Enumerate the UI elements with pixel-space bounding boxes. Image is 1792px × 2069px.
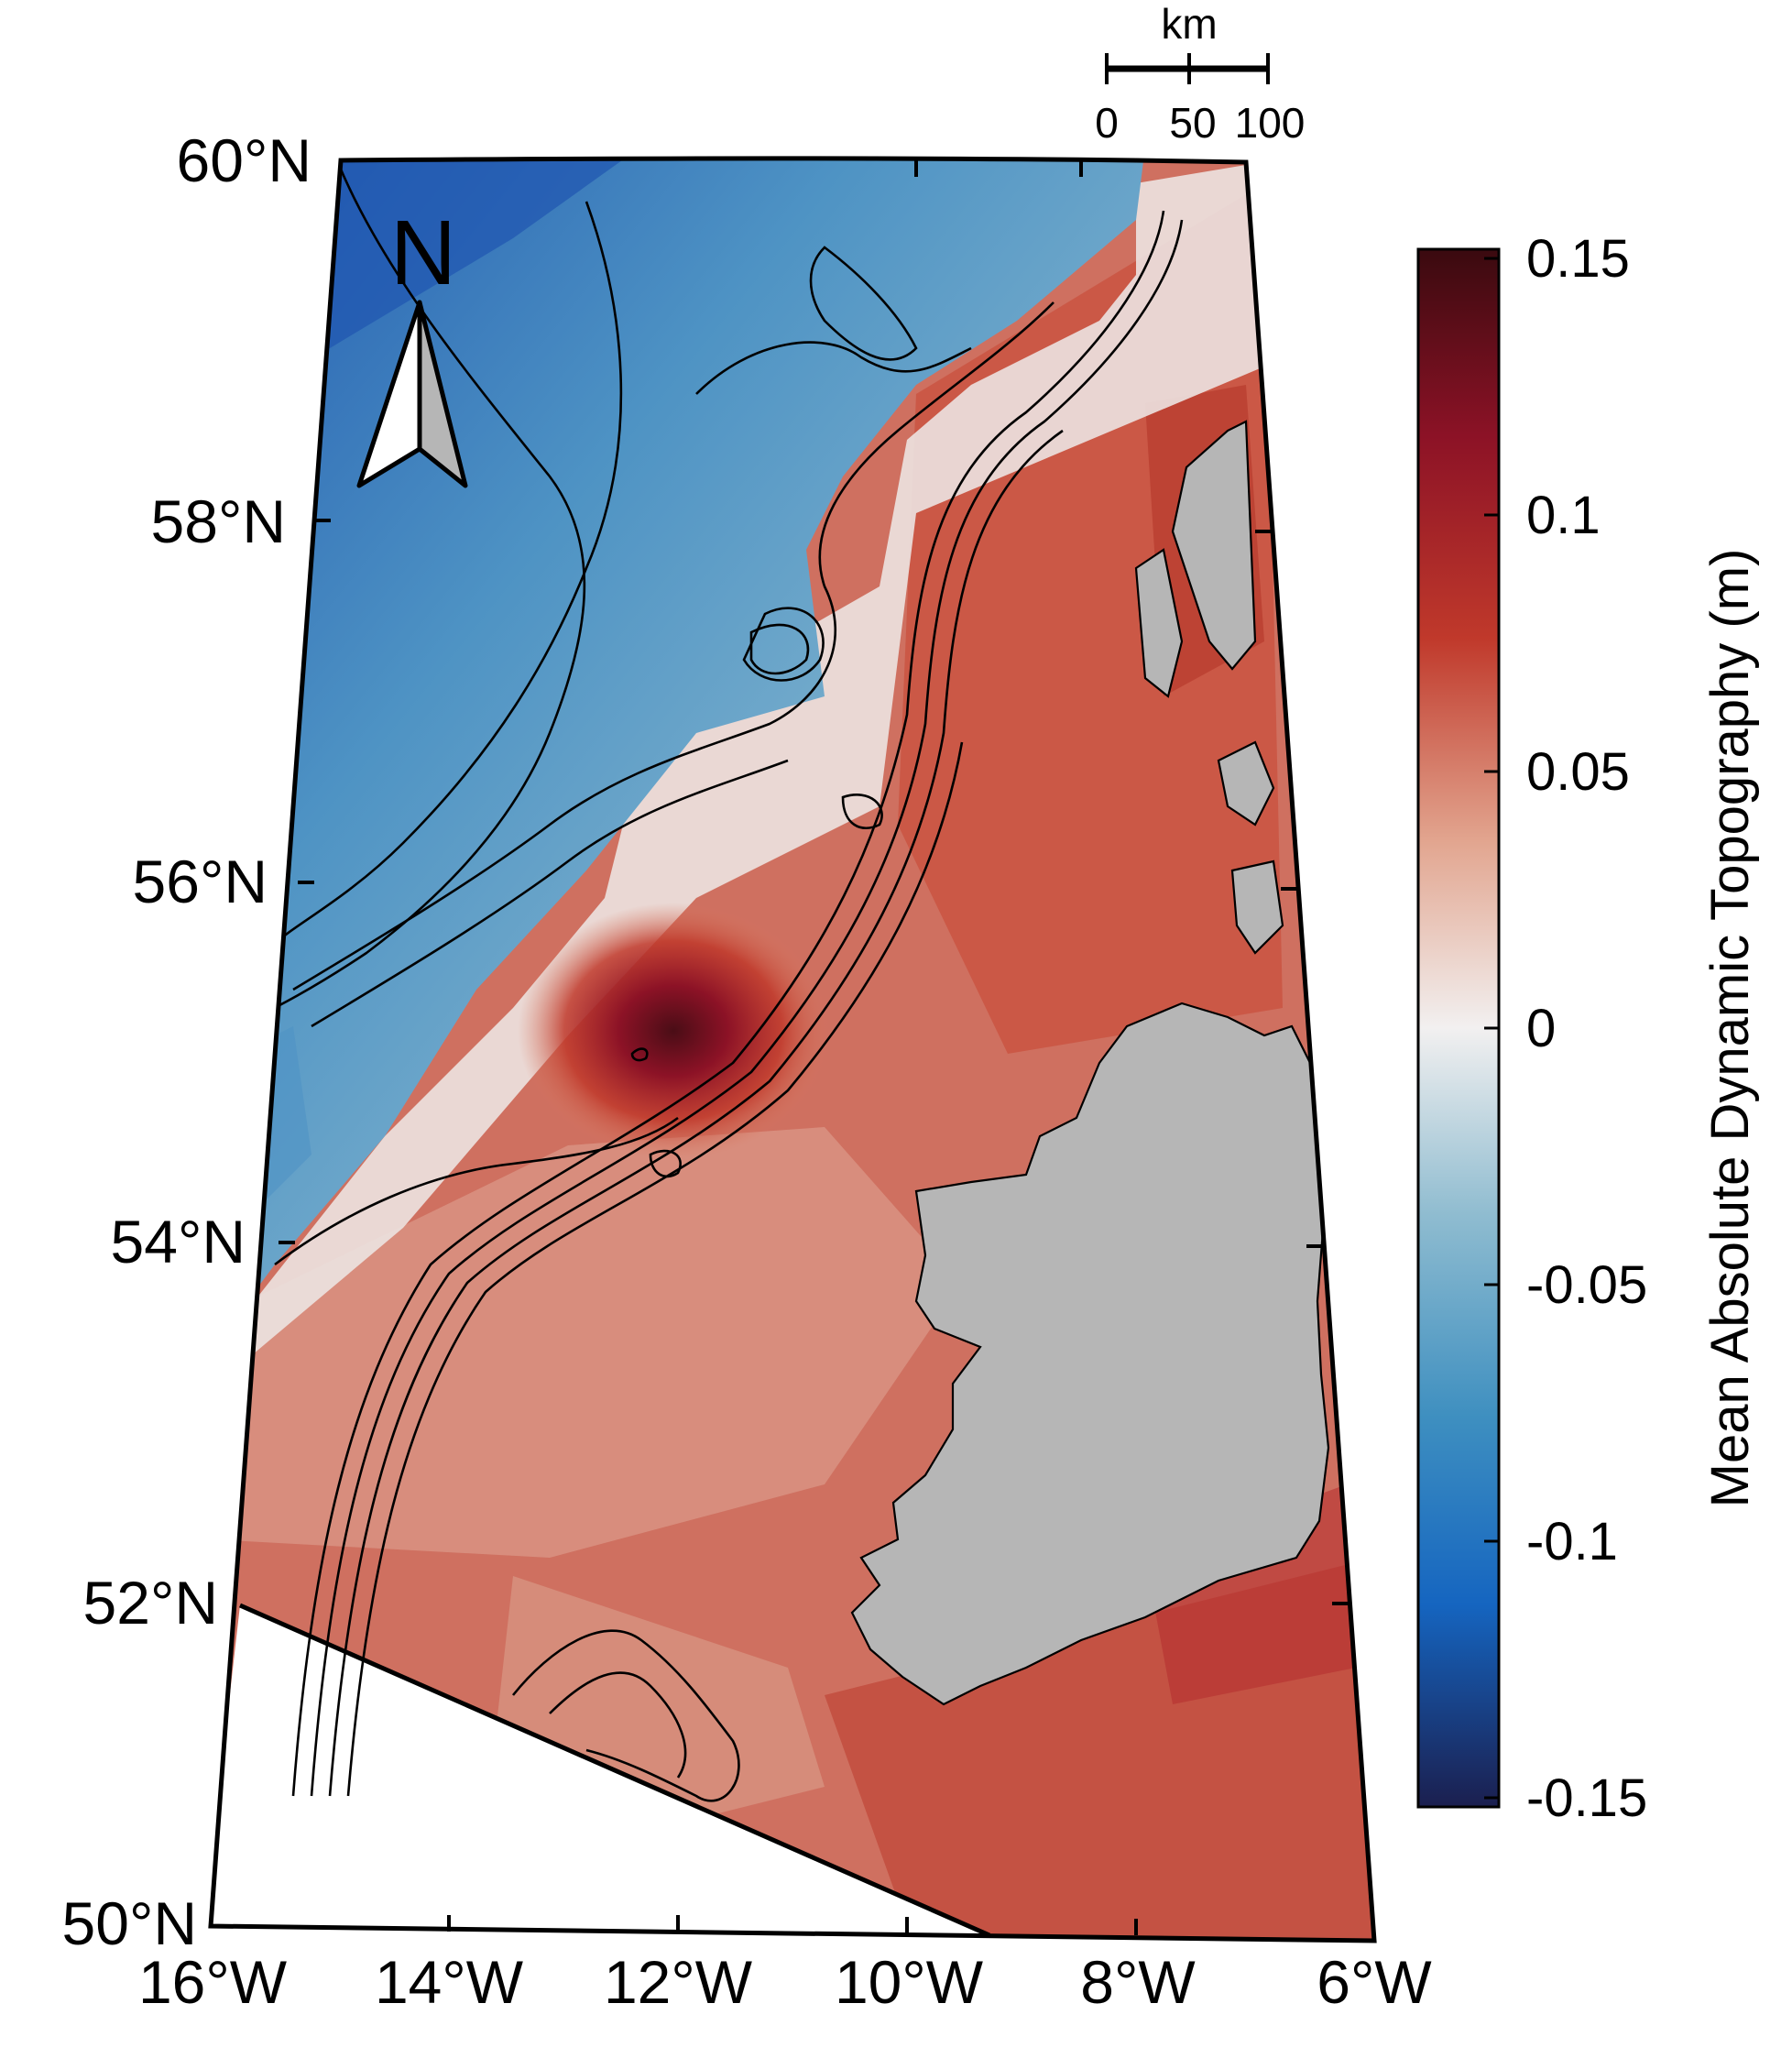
scale-bar-label-50: 50 [1169,99,1216,147]
colorbar-tick-0.05: 0.05 [1526,742,1630,802]
north-arrow-icon: N [356,202,468,488]
lon-label-16: 16°W [138,1948,288,2016]
scale-bar-label-0: 0 [1095,99,1119,147]
lon-label-6: 6°W [1317,1948,1432,2016]
colorbar: 0.15 0.1 0.05 0 -0.05 -0.1 -0.15 Mean Ab… [1416,229,1760,1828]
colorbar-tick-0.1: 0.1 [1526,486,1601,545]
bathymetry-contours [256,164,1184,1802]
colorbar-tick-0.15: 0.15 [1526,229,1630,289]
colorbar-tick-neg0.15: -0.15 [1526,1768,1647,1828]
land [850,420,1339,1706]
land-outer-hebrides [1134,548,1184,698]
longitude-labels: 16°W 14°W 12°W 10°W 8°W 6°W [138,1948,1432,2016]
north-arrow-label: N [390,202,456,304]
land-islands-2 [1230,859,1284,955]
latitude-labels: 60°N 58°N 56°N 54°N 52°N 50°N [62,126,311,1957]
colorbar-tick-neg0.05: -0.05 [1526,1255,1647,1315]
map-frame-diagonal [238,1603,991,1938]
scale-bar-unit: km [1161,0,1217,48]
lon-label-10: 10°W [835,1948,984,2016]
lon-tick-marks [447,160,1138,1935]
lat-label-56: 56°N [133,848,268,915]
lat-label-58: 58°N [151,487,286,555]
land-ireland [850,1002,1339,1706]
colorbar-tick-neg0.1: -0.1 [1526,1512,1618,1571]
lat-label-60: 60°N [177,126,311,194]
land-scotland-hebrides [1171,420,1257,671]
lon-label-12: 12°W [604,1948,753,2016]
lon-label-14: 14°W [375,1948,524,2016]
land-islands [1217,740,1275,827]
map-frame [208,156,1377,1943]
lat-label-54: 54°N [111,1208,246,1275]
lat-tick-marks [279,519,1349,1605]
scale-bar: km 0 50 100 [1095,0,1305,147]
colorbar-title: Mean Absolute Dynamic Topography (m) [1700,549,1760,1508]
lat-label-50: 50°N [62,1889,197,1957]
colorbar-tick-0: 0 [1526,999,1556,1058]
lat-label-52: 52°N [83,1569,218,1637]
lon-label-8: 8°W [1080,1948,1196,2016]
scale-bar-label-100: 100 [1235,99,1306,147]
